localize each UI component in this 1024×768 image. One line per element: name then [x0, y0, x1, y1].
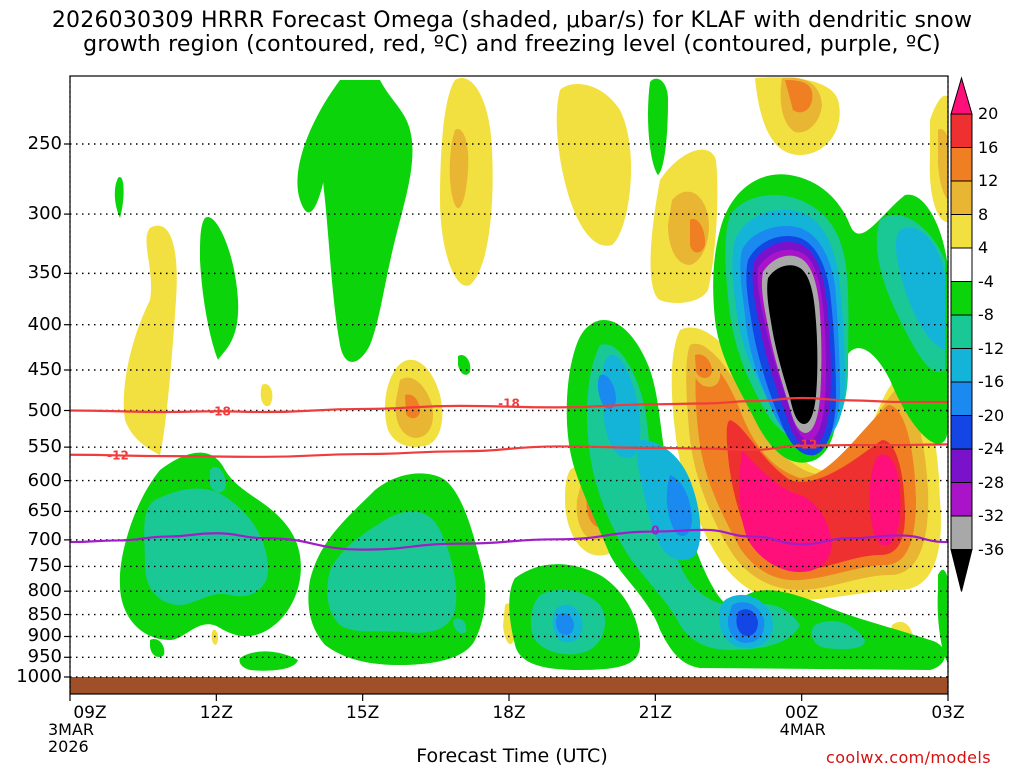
contour-labels: -18 -18 -12 -12 0 [107, 397, 817, 538]
axis-ticks [64, 143, 949, 701]
ytick-label-500: 500 [27, 399, 62, 421]
colorbar-label-4: 4 [978, 238, 989, 257]
temperature-contours [70, 396, 948, 551]
credit-link[interactable]: coolwx.com/models [826, 748, 991, 767]
contour--18 [70, 396, 948, 414]
colorbar-swatch-6 [950, 281, 973, 316]
colorbar-label--24: -24 [978, 439, 1005, 458]
colorbar-swatch-4 [950, 214, 973, 249]
colorbar-swatch-1 [950, 113, 973, 148]
contour-label-2: -12 [107, 448, 129, 462]
colorbar-top-arrow [950, 76, 973, 115]
contour-label-4: 0 [651, 523, 659, 537]
ytick-label-350: 350 [27, 262, 62, 284]
colorbar-swatch-7 [950, 314, 973, 349]
xtick-label-03Z: 03Z [931, 703, 965, 723]
colorbar-label--8: -8 [978, 305, 994, 324]
xtick-label-15Z: 15Z [346, 703, 380, 723]
xtick-label-12Z: 12Z [199, 703, 233, 723]
ytick-label-650: 650 [27, 500, 62, 522]
chart-title-line-1: 2026030309 HRRR Forecast Omega (shaded, … [51, 8, 973, 33]
colorbar-swatch-9 [950, 381, 973, 416]
omega-shading [70, 77, 948, 694]
ytick-label-300: 300 [27, 203, 62, 225]
contour-label-1: -18 [498, 397, 520, 411]
ytick-label-800: 800 [27, 580, 62, 602]
ytick-label-400: 400 [27, 313, 62, 335]
ytick-label-850: 850 [27, 603, 62, 625]
ytick-label-1000: 1000 [16, 666, 62, 687]
contour-label-0: -18 [209, 404, 231, 418]
chart-title-line-2: growth region (contoured, red, ºC) and f… [83, 32, 941, 57]
colorbar-label--28: -28 [978, 472, 1005, 492]
colorbar-swatch-3 [950, 180, 973, 215]
ytick-label-450: 450 [27, 358, 62, 380]
colorbar-label--12: -12 [978, 338, 1005, 358]
colorbar-label-16: 16 [978, 137, 999, 157]
contour-0 [70, 528, 948, 551]
colorbar-label--4: -4 [978, 271, 994, 291]
colorbar-swatch-8 [950, 348, 973, 383]
ytick-label-900: 900 [27, 625, 62, 647]
xdate-label-09Z-1: 2026 [48, 737, 89, 756]
colorbar-swatch-12 [950, 482, 973, 517]
xdate-label-00Z-0: 4MAR [779, 720, 826, 739]
colorbar-swatch-2 [950, 147, 973, 182]
colorbar-label-12: 12 [978, 171, 999, 190]
colorbar-swatch-10 [950, 415, 973, 450]
xdate-label-09Z-0: 3MAR [48, 720, 95, 739]
colorbar-bottom-arrow [950, 549, 973, 592]
ytick-label-250: 250 [27, 133, 62, 154]
xtick-label-18Z: 18Z [492, 703, 526, 723]
colorbar-label-20: 20 [978, 104, 999, 123]
colorbar-label--32: -32 [978, 506, 1005, 525]
x-axis-title: Forecast Time (UTC) [416, 745, 608, 767]
colorbar-swatch-13 [950, 515, 973, 550]
contour-label-3: -12 [796, 437, 818, 451]
colorbar-label-8: 8 [978, 204, 989, 224]
ytick-label-750: 750 [27, 555, 62, 577]
xtick-label-00Z: 00Z [785, 703, 819, 723]
colorbar-label--20: -20 [978, 405, 1005, 425]
ytick-label-600: 600 [27, 469, 62, 491]
colorbar-label--16: -16 [978, 372, 1005, 391]
xtick-label-21Z: 21Z [638, 703, 672, 723]
ytick-label-950: 950 [27, 646, 62, 668]
contour--12 [70, 443, 948, 458]
colorbar-swatch-11 [950, 448, 973, 483]
colorbar-label--36: -36 [978, 539, 1005, 559]
ytick-label-550: 550 [27, 436, 62, 458]
colorbar [950, 76, 973, 592]
colorbar-swatch-5 [950, 247, 973, 282]
ytick-label-700: 700 [27, 528, 62, 550]
xtick-label-09Z: 09Z [73, 703, 107, 723]
